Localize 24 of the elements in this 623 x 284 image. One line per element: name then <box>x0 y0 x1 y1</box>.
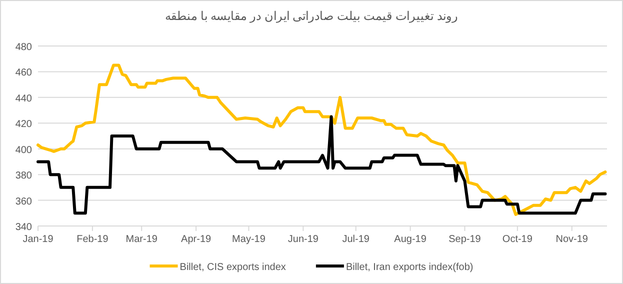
y-tick-label: 380 <box>15 170 32 182</box>
y-tick-label: 480 <box>15 42 32 53</box>
x-tick-label: Jul-19 <box>342 234 370 245</box>
x-tick-label: Jun-19 <box>288 234 319 245</box>
x-tick-label: Feb-19 <box>76 234 109 245</box>
x-tick-label: Nov-19 <box>556 234 588 245</box>
x-tick-label: Sep-19 <box>448 234 482 245</box>
x-tick-label: Jan-19 <box>22 234 54 245</box>
y-tick-label: 340 <box>15 222 32 233</box>
x-tick-label: Mar-19 <box>126 234 158 245</box>
line-series <box>36 115 607 215</box>
x-tick-label: Apr-19 <box>181 234 212 245</box>
y-tick-label: 420 <box>15 119 32 130</box>
chart-title: روند تغییرات قیمت بیلت صادراتی ایران در مقایسه با منطقه <box>164 9 458 23</box>
line-series <box>36 64 607 216</box>
y-tick-label: 460 <box>15 68 32 79</box>
x-tick-label: May-19 <box>232 234 266 245</box>
y-tick-label: 360 <box>15 196 32 208</box>
y-tick-label: 400 <box>15 144 32 156</box>
x-tick-label: Aug-19 <box>394 234 427 245</box>
x-tick-label: Oct-19 <box>502 234 533 245</box>
legend-label: Billet, CIS exports index <box>180 262 286 273</box>
legend-label: Billet, Iran exports index(fob) <box>346 262 474 273</box>
y-tick-label: 440 <box>15 93 32 104</box>
